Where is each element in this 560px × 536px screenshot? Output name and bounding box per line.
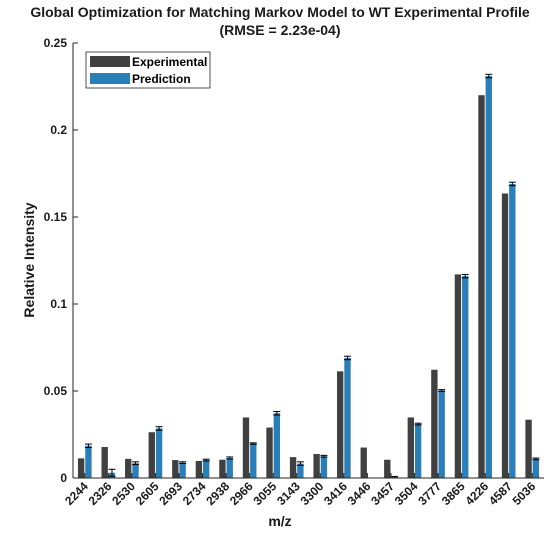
bar-experimental-2693 xyxy=(172,460,179,478)
error-bar-2693 xyxy=(179,461,187,465)
y-tick-label: 0 xyxy=(60,471,67,485)
x-tick-label: 3300 xyxy=(298,479,327,508)
error-bar-2966 xyxy=(249,442,257,445)
x-tick-label: 2605 xyxy=(133,479,162,508)
bar-prediction-2244 xyxy=(85,445,92,478)
legend-swatch-experimental xyxy=(90,56,130,67)
x-tick-label: 3504 xyxy=(392,479,421,508)
error-bar-4226 xyxy=(485,73,493,79)
y-axis-label: Relative Intensity xyxy=(21,202,37,317)
bar-prediction-3055 xyxy=(273,413,281,478)
x-tick-label: 2966 xyxy=(227,479,256,508)
error-bar-2734 xyxy=(202,458,210,462)
legend-label-experimental: Experimental xyxy=(132,55,207,69)
bar-prediction-2693 xyxy=(179,462,186,478)
x-tick-label: 2938 xyxy=(203,479,232,508)
plot-background xyxy=(73,43,544,478)
bar-prediction-3865 xyxy=(462,276,469,478)
x-tick-label: 2326 xyxy=(86,479,115,508)
error-bar-3416 xyxy=(343,355,351,361)
bar-prediction-3416 xyxy=(344,357,351,478)
bar-experimental-2938 xyxy=(219,459,226,478)
bar-prediction-4226 xyxy=(485,76,492,478)
legend-label-prediction: Prediction xyxy=(132,72,191,86)
x-tick-label: 2530 xyxy=(109,479,138,508)
error-bar-3300 xyxy=(320,454,328,458)
bar-experimental-3865 xyxy=(454,274,462,478)
bar-experimental-3416 xyxy=(336,371,344,478)
bar-experimental-3446 xyxy=(360,447,367,478)
bar-experimental-3055 xyxy=(266,427,273,478)
bar-experimental-4226 xyxy=(478,95,485,478)
x-tick-label: 4587 xyxy=(486,479,515,508)
x-tick-label: 3143 xyxy=(274,479,303,508)
bar-experimental-2734 xyxy=(195,460,203,478)
bar-prediction-5036 xyxy=(532,458,540,478)
bar-prediction-3504 xyxy=(414,424,422,478)
error-bar-2244 xyxy=(84,443,92,449)
bar-experimental-2530 xyxy=(125,458,132,478)
x-tick-label: 2693 xyxy=(156,479,185,508)
bar-experimental-3504 xyxy=(407,417,415,478)
plot-area xyxy=(73,43,544,478)
x-tick-label: 2734 xyxy=(180,479,209,508)
error-bar-3777 xyxy=(438,389,446,392)
x-tick-label: 3055 xyxy=(251,479,280,508)
bar-prediction-2605 xyxy=(155,428,163,478)
bar-experimental-3300 xyxy=(313,453,320,478)
x-tick-label: 3416 xyxy=(321,479,350,508)
error-bar-3055 xyxy=(273,411,281,416)
bar-experimental-2966 xyxy=(242,417,250,478)
x-tick-label: 5036 xyxy=(510,479,539,508)
bar-prediction-2966 xyxy=(250,443,257,478)
chart-title: Global Optimization for Matching Markov … xyxy=(30,4,530,20)
x-tick-label: 3457 xyxy=(368,479,397,508)
bar-prediction-2530 xyxy=(132,463,139,478)
y-tick-label: 0.15 xyxy=(44,210,68,224)
x-tick-label: 3446 xyxy=(345,479,374,508)
error-bar-2530 xyxy=(132,461,140,466)
y-tick-label: 0.1 xyxy=(50,297,67,311)
bars-group xyxy=(77,76,540,478)
y-tick-label: 0.05 xyxy=(44,384,68,398)
bar-prediction-3143 xyxy=(297,463,304,478)
y-ticks-group: 0 0.05 0.1 0.15 0.2 0.25 xyxy=(44,36,78,485)
error-bar-5036 xyxy=(532,457,540,461)
error-bar-2605 xyxy=(155,426,163,431)
bar-experimental-3457 xyxy=(384,459,391,478)
bar-experimental-4587 xyxy=(501,193,509,478)
bar-prediction-3300 xyxy=(320,456,328,478)
x-tick-label: 3865 xyxy=(439,479,468,508)
bar-prediction-2734 xyxy=(202,460,210,478)
bar-experimental-3777 xyxy=(431,369,438,478)
y-tick-label: 0.2 xyxy=(50,123,67,137)
x-tick-label: 3777 xyxy=(415,479,444,508)
bar-prediction-4587 xyxy=(509,183,516,478)
error-bar-2938 xyxy=(226,456,234,460)
error-bar-3504 xyxy=(414,422,422,426)
x-axis-label: m/z xyxy=(268,513,291,529)
legend-swatch-prediction xyxy=(90,73,130,84)
axes-group xyxy=(72,43,544,479)
legend: Experimental Prediction xyxy=(85,51,211,89)
bar-experimental-5036 xyxy=(525,419,532,478)
bar-prediction-2938 xyxy=(226,457,233,478)
x-tick-label: 4226 xyxy=(462,479,491,508)
bar-experimental-2326 xyxy=(101,447,108,478)
error-bar-3143 xyxy=(296,461,304,466)
bar-prediction-3777 xyxy=(438,390,445,478)
chart-subtitle: (RMSE = 2.23e-04) xyxy=(220,22,341,38)
y-tick-label: 0.25 xyxy=(44,36,68,50)
error-bar-4587 xyxy=(508,181,516,187)
bar-experimental-2605 xyxy=(148,432,155,478)
bar-experimental-3143 xyxy=(289,457,297,478)
error-bar-3865 xyxy=(461,273,469,279)
error-bar-2326 xyxy=(108,468,116,477)
bar-experimental-2244 xyxy=(77,458,85,478)
